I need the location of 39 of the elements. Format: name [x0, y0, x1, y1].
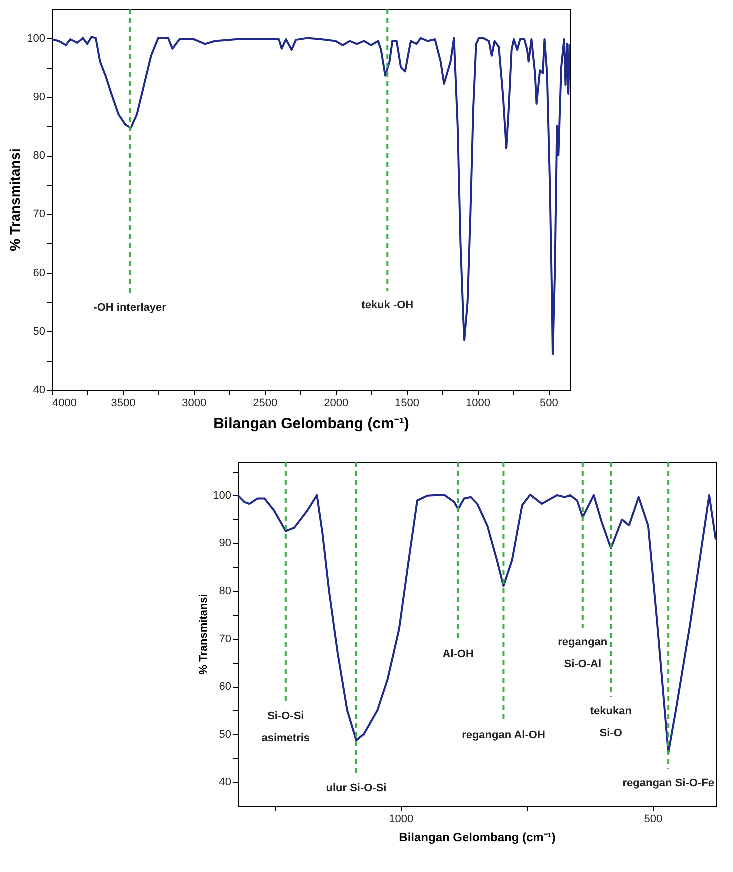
ref-line-label: ulur Si-O-Si — [326, 782, 387, 794]
y-tick-label: 90 — [219, 538, 232, 550]
x-tick-label: 500 — [644, 814, 663, 826]
ref-line-label: regangan Si-O-Fe — [622, 777, 714, 790]
y-tick-label: 70 — [219, 633, 232, 646]
x-axis-title: Bilangan Gelombang (cm⁻¹) — [214, 416, 410, 432]
ref-line-label: Al-OH — [442, 648, 474, 660]
line-series — [237, 494, 717, 754]
y-tick-label: 70 — [33, 208, 46, 221]
y-tick-label: 80 — [33, 150, 46, 162]
ref-line-label: regangan Al-OH — [462, 730, 546, 742]
y-tick-label: 100 — [213, 490, 232, 502]
x-tick-label: 2500 — [253, 398, 278, 410]
ref-line-label: regangan Si-O-Al — [558, 636, 608, 670]
x-tick-label: 1000 — [466, 398, 490, 410]
y-tick-label: 50 — [33, 326, 46, 338]
x-axis-title: Bilangan Gelombang (cm⁻¹) — [399, 830, 556, 844]
y-tick-label: 80 — [219, 586, 232, 598]
y-tick-label: 60 — [219, 681, 232, 694]
ref-line-label: Si-O-Si asimetris — [262, 710, 310, 744]
y-tick-label: 40 — [33, 384, 46, 396]
y-axis-title: % Transmitansi — [198, 594, 210, 675]
x-tick-label: 3000 — [182, 398, 207, 410]
ref-line-label: tekukan Si-O — [590, 706, 632, 740]
y-tick-label: 100 — [27, 32, 46, 45]
y-tick-label: 60 — [33, 267, 46, 280]
y-tick-label: 90 — [33, 91, 46, 104]
y-tick-label: 40 — [219, 776, 232, 789]
y-axis-title: % Transmitansi — [7, 148, 24, 252]
ref-line-label: -OH interlayer — [94, 302, 168, 314]
x-tick-label: 4000 — [52, 398, 77, 410]
x-tick-label: 500 — [540, 398, 558, 410]
x-tick-label: 1500 — [395, 398, 420, 410]
line-series — [51, 36, 571, 356]
x-tick-label: 3500 — [111, 398, 136, 410]
x-tick-label: 1000 — [389, 814, 414, 826]
x-tick-label: 2000 — [324, 398, 349, 410]
y-tick-label: 50 — [219, 728, 232, 741]
ref-line-label: tekuk -OH — [362, 299, 414, 312]
